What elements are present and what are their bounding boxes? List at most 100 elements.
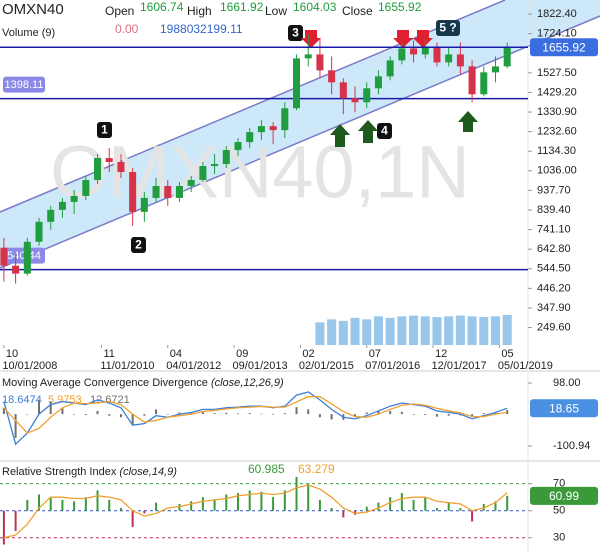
x-tick-label: 02/01/2015: [299, 360, 354, 372]
y-tick-label: 1330.90: [537, 106, 577, 118]
rsi-bar: [84, 497, 87, 511]
y-tick-label: 1527.50: [537, 67, 577, 79]
candle-body: [70, 195, 78, 202]
annotation-box: [97, 122, 112, 138]
volume-bar: [432, 317, 442, 345]
candle-body: [117, 162, 125, 173]
rsi-bar: [26, 499, 29, 511]
candle-body: [187, 179, 195, 186]
rsi-bar: [389, 497, 392, 511]
y-tick-label: 1822.40: [537, 8, 577, 20]
x-tick-label: 12: [435, 348, 447, 360]
candle-body: [164, 185, 172, 198]
histogram-bar: [190, 412, 193, 415]
histogram-bar: [96, 410, 99, 415]
y-tick-label: 839.40: [537, 204, 571, 216]
candle-body: [433, 46, 441, 63]
rsi-bar: [248, 490, 251, 511]
rsi-bar: [166, 510, 169, 512]
rsi-ma-line: [3, 484, 508, 539]
candle-body: [129, 172, 137, 212]
current-value-box: [530, 399, 598, 418]
histogram-bar: [506, 410, 509, 415]
watermark: OMXN40,1N: [50, 131, 469, 214]
rsi-bar: [225, 494, 228, 511]
indicator-name: Relative Strength Index: [2, 466, 117, 478]
volume-bar: [455, 315, 465, 345]
y-tick-label: 1724.10: [537, 28, 577, 40]
histogram-bar: [318, 414, 321, 418]
x-tick-label: 04: [170, 348, 182, 360]
histogram-bar: [49, 401, 52, 415]
price-line-label: 1398.11: [5, 79, 44, 91]
rsi-bar: [2, 510, 5, 545]
buy-arrow: [458, 111, 478, 132]
current-value-box: [530, 38, 598, 57]
candle-body: [140, 197, 148, 212]
header-value: 1661.92: [220, 0, 264, 14]
histogram-bar: [272, 414, 275, 415]
candle-body: [47, 209, 55, 222]
x-tick-label: 10/01/2008: [2, 360, 57, 372]
x-tick-label: 09/01/2013: [233, 360, 288, 372]
signal-line: [3, 396, 508, 434]
rsi-bar: [459, 508, 462, 511]
rsi-bar: [283, 490, 286, 511]
price-line-box: [3, 76, 45, 93]
histogram-bar: [201, 411, 204, 415]
y-tick-label: 1232.60: [537, 126, 577, 138]
histogram-bar: [225, 412, 228, 415]
header-value: 1604.03: [293, 0, 337, 14]
candle-body: [304, 54, 312, 59]
volume-bar: [502, 315, 512, 345]
histogram-bar: [155, 409, 158, 415]
current-value-label: 60.99: [549, 489, 579, 503]
x-tick-label: 05/01/2019: [498, 360, 553, 372]
header-label: Low: [265, 4, 287, 18]
legend-value: 63.279: [298, 462, 335, 476]
x-tick-label: 04/01/2012: [166, 360, 221, 372]
candle-body: [105, 158, 113, 163]
volume-value: 1988032199.11: [160, 22, 243, 36]
annotation-box: [288, 25, 303, 41]
rsi-bar: [119, 508, 122, 511]
histogram-bar: [471, 414, 474, 417]
histogram-bar: [377, 410, 380, 415]
rsi-bar: [447, 502, 450, 511]
rsi-bar: [49, 497, 52, 511]
y-tick-label: 741.10: [537, 223, 571, 235]
histogram-bar: [354, 414, 357, 417]
candle-body: [152, 185, 160, 198]
candle-body: [351, 98, 359, 103]
histogram-bar: [166, 414, 169, 415]
y-tick-label: 642.80: [537, 243, 571, 255]
x-tick-label: 10: [6, 348, 18, 360]
header-label: Close: [342, 4, 373, 18]
volume-bar: [315, 322, 325, 345]
rsi-bar: [73, 501, 76, 511]
annotation: 1: [101, 123, 108, 137]
histogram-bar: [108, 414, 111, 416]
histogram-bar: [260, 413, 263, 415]
candle-body: [456, 54, 464, 67]
candle-body: [12, 265, 20, 274]
rsi-bar: [236, 493, 239, 511]
candle-body: [445, 54, 453, 63]
candle-body: [398, 48, 406, 61]
rsi-bar: [400, 493, 403, 511]
histogram-bar: [61, 407, 64, 415]
y-tick-label: 249.60: [537, 321, 571, 333]
candle-body: [374, 76, 382, 89]
histogram-bar: [236, 413, 239, 415]
current-value-label: 1655.92: [542, 40, 586, 54]
annotation: 3: [292, 26, 299, 40]
rsi-bar: [143, 510, 146, 514]
chart-title: OMXN40: [2, 1, 64, 18]
x-tick-label: 05: [501, 348, 513, 360]
volume-bar: [327, 319, 337, 345]
rsi-bar: [61, 499, 64, 511]
histogram-bar: [178, 412, 181, 415]
volume-bar: [409, 315, 419, 345]
y-tick-label: 1134.30: [537, 145, 576, 157]
sell-arrow: [301, 30, 321, 48]
